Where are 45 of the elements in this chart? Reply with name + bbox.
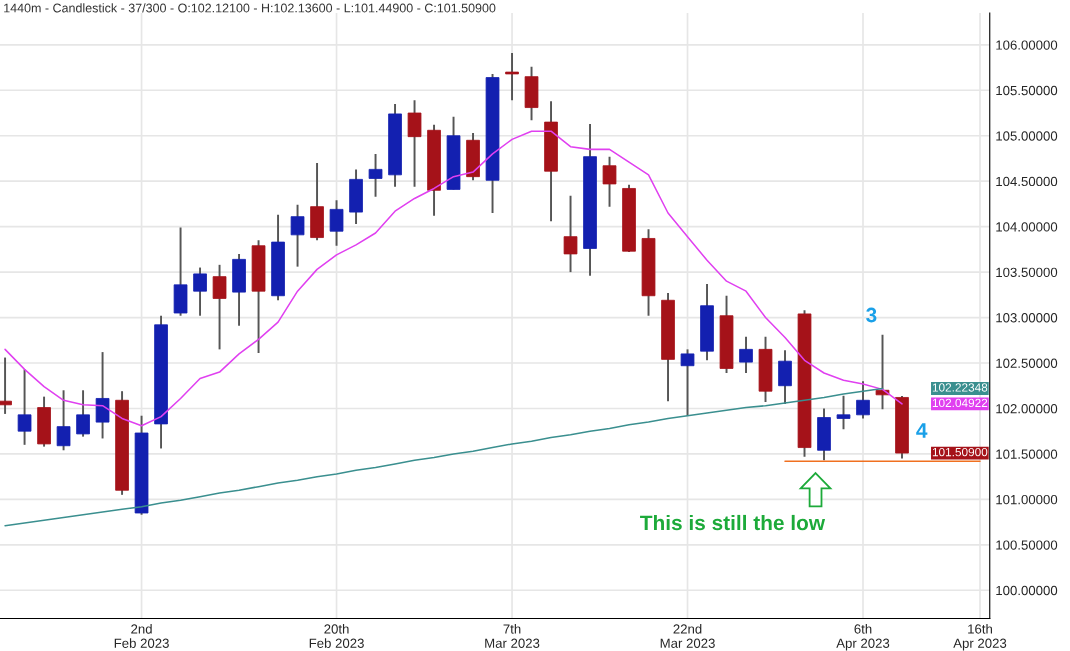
annotation: 102.04922 [932,398,988,408]
line-series [4,130,903,427]
x-tick-label: 7th Mar 2023 [485,624,540,648]
candlestick [739,335,753,374]
y-tick-label: 104.50000 [996,176,1058,187]
x-tick-label: 16th Apr 2023 [953,624,1007,651]
annotation: 3 [866,307,877,323]
annotation: 101.50900 [932,447,988,457]
annotation: 102.22348 [932,383,988,392]
candlestick [193,266,207,317]
candlestick [602,155,617,208]
y-tick-label: 105.50000 [996,85,1058,96]
x-tick-label: 6th Apr 2023 [836,624,890,651]
candlestick [17,368,32,446]
y-tick-label: 100.00000 [996,585,1058,596]
candlestick [368,152,383,198]
y-tick-label: 100.50000 [996,540,1058,550]
y-tick-label: 103.00000 [996,313,1058,323]
y-tick-label: 104.00000 [996,222,1058,232]
candlestick [56,389,71,452]
y-tick-label: 102.00000 [996,404,1058,414]
annotation: This is still the low [640,514,826,531]
candlestick [505,52,519,102]
y-tick-label: 105.00000 [996,131,1058,141]
x-tick-label: 22nd Mar 2023 [660,624,715,648]
y-tick-label: 101.00000 [996,494,1058,505]
candlestick [290,203,305,268]
candlestick [563,194,578,274]
candlestick [856,380,870,420]
x-tick-label: 2nd Feb 2023 [114,624,169,648]
candlestick [329,199,344,247]
candlestick [95,351,110,440]
y-tick-label: 106.00000 [996,40,1058,50]
annotation: 4 [916,423,928,438]
candlestick [680,348,695,417]
candlestick [836,394,851,431]
candlestick [407,99,422,188]
y-tick-label: 101.50000 [996,449,1058,459]
candlestick [76,389,90,438]
x-tick-label: 20th Feb 2023 [309,624,364,648]
chart-title: 1440m - Candlestick - 37/300 - O:102.12100 - H:102.13600 - L:101.44900 - C:101.50900 [4,3,496,13]
y-tick-label: 103.50000 [996,267,1058,278]
candlestick [212,263,227,351]
candlestick [0,356,12,415]
y-tick-label: 102.50000 [996,358,1058,368]
